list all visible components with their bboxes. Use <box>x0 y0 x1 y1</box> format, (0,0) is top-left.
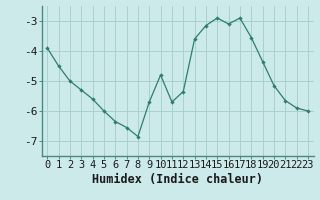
X-axis label: Humidex (Indice chaleur): Humidex (Indice chaleur) <box>92 173 263 186</box>
